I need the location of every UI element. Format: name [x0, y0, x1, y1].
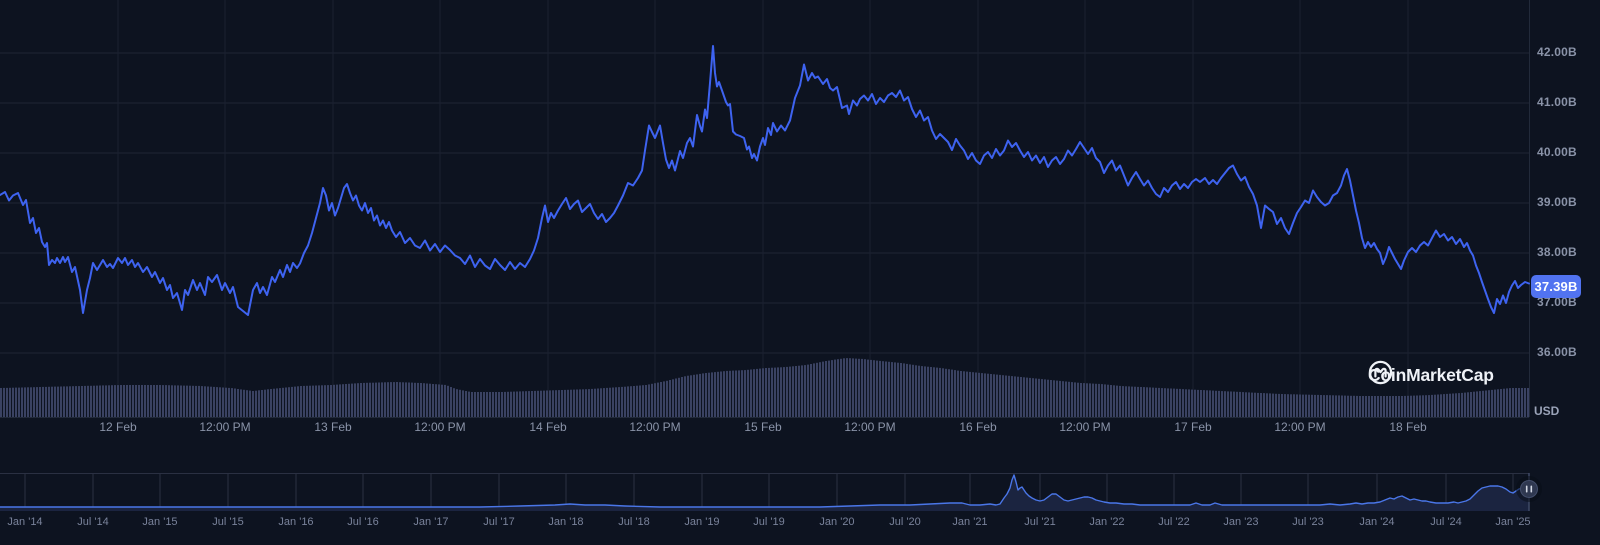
currency-label: USD	[1534, 404, 1560, 418]
navigator-label: Jul '14	[77, 516, 109, 528]
navigator-label: Jul '24	[1430, 516, 1462, 528]
y-axis-label: 41.00B	[1537, 95, 1577, 109]
navigator-label: Jul '22	[1158, 516, 1190, 528]
coinmarketcap-watermark: CoinMarketCap	[1368, 360, 1494, 390]
navigator-label: Jul '23	[1292, 516, 1324, 528]
x-axis-label: 13 Feb	[314, 420, 352, 434]
navigator-label: Jul '15	[212, 516, 244, 528]
navigator-label: Jan '21	[952, 516, 988, 528]
y-axis-label: 36.00B	[1537, 345, 1577, 359]
x-axis-label: 12 Feb	[99, 420, 137, 434]
y-axis-label: 38.00B	[1537, 245, 1577, 259]
x-axis-label: 12:00 PM	[1059, 420, 1111, 434]
navigator-label: Jul '19	[753, 516, 785, 528]
handle-grip-icon	[1525, 485, 1528, 493]
navigator-label: Jul '16	[347, 516, 379, 528]
navigator-label: Jan '25	[1495, 516, 1531, 528]
navigator-label: Jan '15	[142, 516, 178, 528]
volume-bars	[0, 358, 1529, 418]
navigator-label: Jul '21	[1024, 516, 1056, 528]
handle-grip-icon	[1530, 485, 1533, 493]
x-axis-label: 17 Feb	[1174, 420, 1212, 434]
x-axis-label: 12:00 PM	[1274, 420, 1326, 434]
navigator-label: Jul '18	[618, 516, 650, 528]
navigator-label: Jan '20	[819, 516, 855, 528]
navigator-label: Jan '22	[1089, 516, 1125, 528]
navigator-label: Jan '17	[413, 516, 449, 528]
navigator-label: Jul '17	[483, 516, 515, 528]
navigator-label: Jul '20	[889, 516, 921, 528]
brand-text: CoinMarketCap	[1368, 364, 1494, 385]
navigator-label: Jan '23	[1223, 516, 1259, 528]
navigator-label: Jan '19	[684, 516, 720, 528]
navigator-label: Jan '14	[7, 516, 43, 528]
navigator-label: Jan '24	[1359, 516, 1395, 528]
y-axis-label: 39.00B	[1537, 195, 1577, 209]
x-axis-label: 16 Feb	[959, 420, 997, 434]
x-axis-label: 12:00 PM	[414, 420, 466, 434]
current-price-badge: 37.39B	[1531, 275, 1581, 298]
navigator-line	[0, 474, 1530, 508]
x-axis-label: 14 Feb	[529, 420, 567, 434]
y-axis-label: 42.00B	[1537, 45, 1577, 59]
price-line	[0, 45, 1530, 316]
x-axis-label: 12:00 PM	[629, 420, 681, 434]
y-axis-label: 37.00B	[1537, 295, 1577, 309]
navigator-label: Jan '16	[278, 516, 314, 528]
navigator-handle[interactable]	[1520, 480, 1538, 498]
x-axis-label: 12:00 PM	[844, 420, 896, 434]
x-axis-label: 15 Feb	[744, 420, 782, 434]
x-axis-label: 18 Feb	[1389, 420, 1427, 434]
cmc-logo-icon	[1368, 360, 1393, 385]
x-axis-label: 12:00 PM	[199, 420, 251, 434]
y-axis-label: 40.00B	[1537, 145, 1577, 159]
navigator-label: Jan '18	[548, 516, 584, 528]
